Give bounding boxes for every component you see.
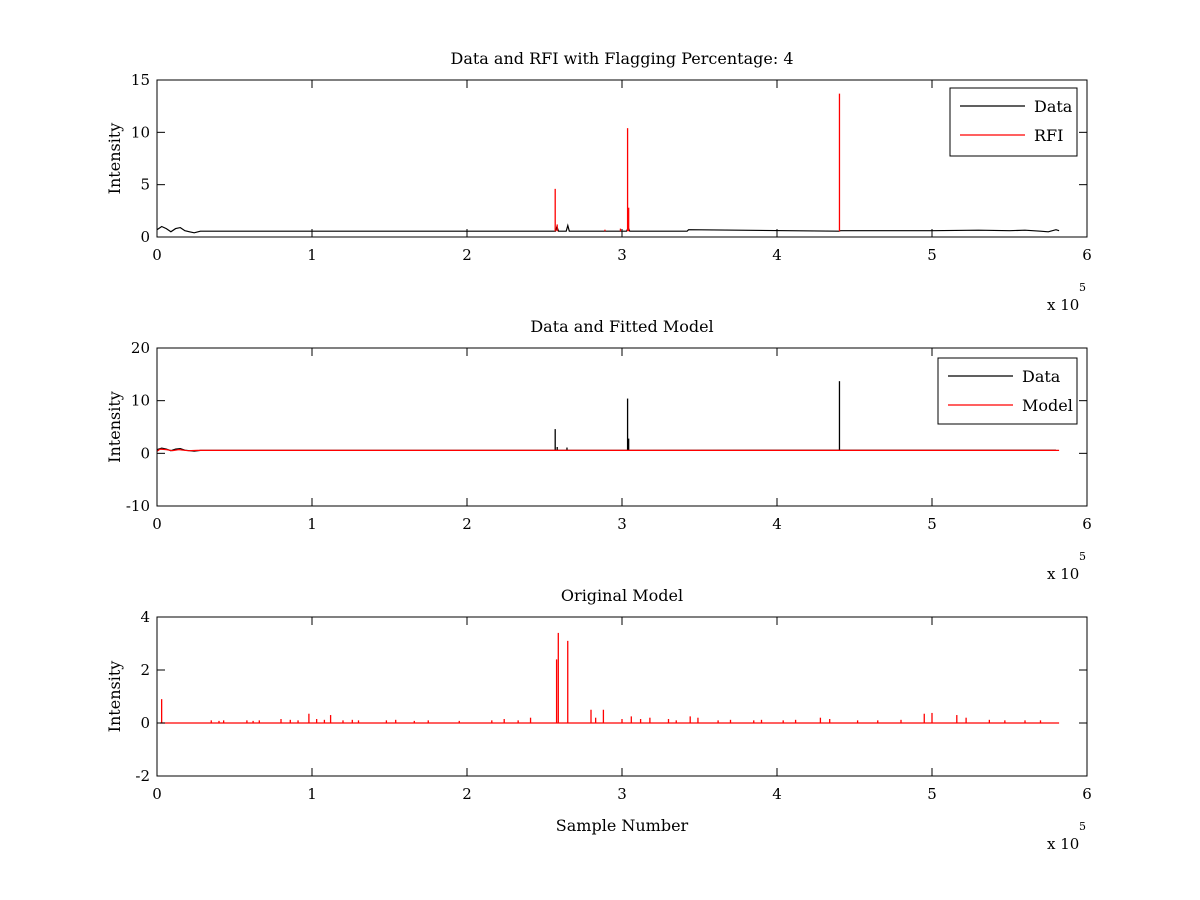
y-tick-label: 15: [131, 71, 150, 89]
x-axis-label: Sample Number: [556, 816, 689, 835]
x-tick-label: 4: [772, 785, 782, 803]
plot-data: [157, 381, 1060, 452]
x-tick-label: 5: [927, 515, 937, 533]
x-tick-label: 4: [772, 246, 782, 264]
legend-entry-label: Model: [1022, 396, 1073, 415]
x-tick-label: 2: [462, 785, 472, 803]
x-tick-label: 3: [617, 515, 627, 533]
x-exponent-power: 5: [1079, 281, 1086, 294]
x-tick-label: 1: [307, 246, 317, 264]
legend-entry-label: RFI: [1034, 126, 1063, 145]
x-tick-label: 3: [617, 246, 627, 264]
chart-title: Data and RFI with Flagging Percentage: 4: [450, 49, 793, 68]
x-exponent-label: x 10: [1047, 835, 1079, 853]
y-axis-label: Intensity: [105, 661, 124, 733]
legend-entry-label: Data: [1034, 97, 1073, 116]
plot-data: [160, 632, 1060, 724]
x-tick-label: 2: [462, 515, 472, 533]
x-tick-label: 5: [927, 785, 937, 803]
x-tick-label: 3: [617, 785, 627, 803]
plot-data: [157, 93, 1060, 234]
x-tick-label: 0: [152, 515, 162, 533]
y-tick-label: 0: [140, 444, 150, 462]
x-tick-label: 5: [927, 246, 937, 264]
x-tick-label: 2: [462, 246, 472, 264]
x-exponent-power: 5: [1079, 550, 1086, 563]
legend-box: [937, 357, 1078, 425]
y-axis-label: Intensity: [105, 123, 124, 195]
y-tick-label: -2: [135, 767, 150, 785]
y-tick-label: 5: [140, 176, 150, 194]
chart-title: Original Model: [561, 586, 683, 605]
x-tick-label: 0: [152, 785, 162, 803]
x-tick-label: 0: [152, 246, 162, 264]
y-tick-label: 4: [140, 608, 150, 626]
legend: Data RFI: [949, 87, 1078, 157]
x-tick-label: 4: [772, 515, 782, 533]
series-model-line: [157, 448, 1060, 452]
x-tick-label: 6: [1082, 785, 1092, 803]
y-tick-label: 2: [140, 661, 150, 679]
legend: Data Model: [937, 357, 1078, 425]
x-exponent-label: x 10: [1047, 296, 1079, 314]
y-tick-label: 10: [131, 123, 150, 141]
x-tick-label: 6: [1082, 515, 1092, 533]
y-tick-label: 10: [131, 392, 150, 410]
series-data-line: [157, 223, 1060, 234]
x-tick-label: 1: [307, 785, 317, 803]
legend-entry-label: Data: [1022, 367, 1061, 386]
y-tick-label: 0: [140, 714, 150, 732]
y-tick-label: 0: [140, 228, 150, 246]
y-tick-label: 20: [131, 339, 150, 357]
y-tick-label: -10: [126, 497, 150, 515]
x-tick-label: 1: [307, 515, 317, 533]
y-axis-label: Intensity: [105, 391, 124, 463]
chart-title: Data and Fitted Model: [530, 317, 713, 336]
legend-box: [949, 87, 1078, 157]
x-exponent-power: 5: [1079, 820, 1086, 833]
x-exponent-label: x 10: [1047, 565, 1079, 583]
x-tick-label: 6: [1082, 246, 1092, 264]
